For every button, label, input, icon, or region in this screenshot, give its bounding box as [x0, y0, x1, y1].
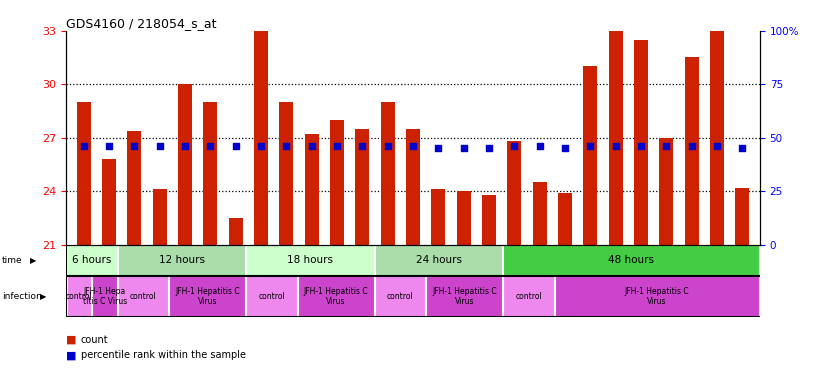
- Text: control: control: [259, 292, 285, 301]
- Text: JFH-1 Hepatitis C
Virus: JFH-1 Hepatitis C Virus: [175, 286, 240, 306]
- Point: [330, 143, 344, 149]
- Bar: [685, 58, 699, 245]
- Bar: [305, 134, 319, 245]
- Bar: [67, 245, 117, 275]
- Bar: [178, 84, 192, 245]
- Bar: [609, 31, 623, 245]
- Point: [102, 143, 116, 149]
- Text: ▶: ▶: [40, 292, 46, 301]
- Point: [229, 143, 242, 149]
- Text: count: count: [81, 335, 108, 345]
- Bar: [330, 120, 344, 245]
- Bar: [507, 141, 521, 245]
- Text: ▶: ▶: [30, 256, 36, 265]
- Point: [710, 143, 724, 149]
- Point: [609, 143, 622, 149]
- Point: [634, 143, 648, 149]
- Bar: [431, 189, 445, 245]
- Point: [432, 146, 445, 152]
- Point: [204, 143, 217, 149]
- Text: JFH-1 Hepatitis C
Virus: JFH-1 Hepatitis C Virus: [304, 286, 368, 306]
- Bar: [279, 102, 293, 245]
- Text: GDS4160 / 218054_s_at: GDS4160 / 218054_s_at: [66, 17, 216, 30]
- Text: percentile rank within the sample: percentile rank within the sample: [81, 350, 246, 360]
- Bar: [246, 276, 297, 316]
- Bar: [77, 102, 91, 245]
- Bar: [710, 31, 724, 245]
- Bar: [634, 40, 648, 245]
- Point: [558, 146, 572, 152]
- Point: [153, 143, 166, 149]
- Point: [305, 143, 318, 149]
- Bar: [246, 245, 374, 275]
- Point: [533, 143, 546, 149]
- Text: 6 hours: 6 hours: [72, 255, 112, 265]
- Point: [178, 143, 192, 149]
- Text: ■: ■: [66, 335, 77, 345]
- Bar: [298, 276, 374, 316]
- Bar: [169, 276, 245, 316]
- Text: 48 hours: 48 hours: [609, 255, 654, 265]
- Text: JFH-1 Hepa
titis C Virus: JFH-1 Hepa titis C Virus: [83, 286, 126, 306]
- Point: [660, 143, 673, 149]
- Bar: [555, 276, 759, 316]
- Text: 12 hours: 12 hours: [159, 255, 205, 265]
- Bar: [102, 159, 116, 245]
- Point: [685, 143, 698, 149]
- Bar: [533, 182, 547, 245]
- Bar: [375, 245, 502, 275]
- Bar: [457, 191, 471, 245]
- Point: [482, 146, 496, 152]
- Bar: [406, 129, 420, 245]
- Bar: [659, 138, 673, 245]
- Text: ■: ■: [66, 350, 77, 360]
- Bar: [93, 276, 117, 316]
- Point: [381, 143, 394, 149]
- Bar: [583, 66, 597, 245]
- Bar: [381, 102, 395, 245]
- Point: [356, 143, 369, 149]
- Bar: [127, 131, 141, 245]
- Text: control: control: [65, 292, 93, 301]
- Point: [584, 143, 597, 149]
- Text: control: control: [515, 292, 542, 301]
- Text: control: control: [387, 292, 414, 301]
- Bar: [67, 276, 91, 316]
- Text: 24 hours: 24 hours: [415, 255, 462, 265]
- Bar: [118, 245, 245, 275]
- Bar: [735, 188, 749, 245]
- Bar: [153, 189, 167, 245]
- Bar: [254, 31, 268, 245]
- Bar: [203, 102, 217, 245]
- Bar: [229, 218, 243, 245]
- Bar: [118, 276, 169, 316]
- Bar: [375, 276, 425, 316]
- Point: [736, 146, 749, 152]
- Point: [457, 146, 470, 152]
- Point: [254, 143, 268, 149]
- Bar: [355, 129, 369, 245]
- Point: [77, 143, 90, 149]
- Bar: [482, 195, 496, 245]
- Point: [280, 143, 293, 149]
- Bar: [504, 276, 553, 316]
- Point: [508, 143, 521, 149]
- Text: infection: infection: [2, 292, 41, 301]
- Bar: [426, 276, 502, 316]
- Text: JFH-1 Hepatitis C
Virus: JFH-1 Hepatitis C Virus: [432, 286, 496, 306]
- Bar: [558, 193, 572, 245]
- Point: [406, 143, 420, 149]
- Text: JFH-1 Hepatitis C
Virus: JFH-1 Hepatitis C Virus: [624, 286, 690, 306]
- Text: 18 hours: 18 hours: [287, 255, 333, 265]
- Text: control: control: [130, 292, 157, 301]
- Point: [128, 143, 141, 149]
- Text: time: time: [2, 256, 22, 265]
- Bar: [504, 245, 759, 275]
